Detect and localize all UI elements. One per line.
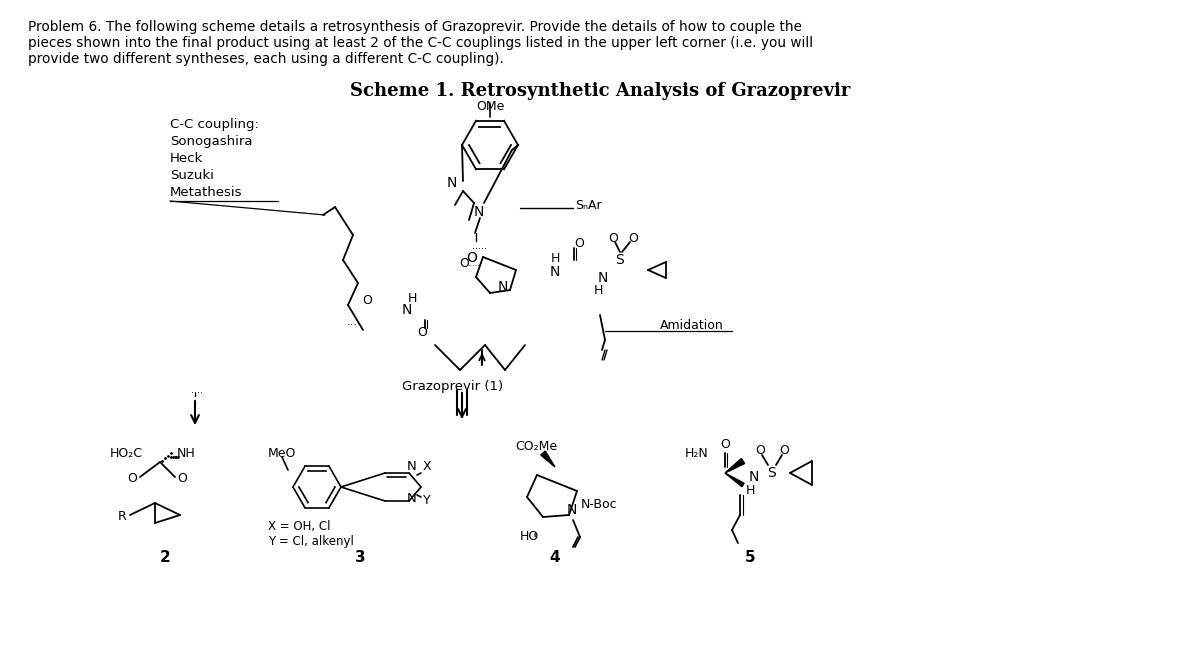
Text: S: S bbox=[616, 253, 624, 267]
Text: provide two different syntheses, each using a different C-C coupling).: provide two different syntheses, each us… bbox=[28, 52, 504, 66]
Text: 2: 2 bbox=[160, 550, 170, 565]
Text: Grazoprevir (1): Grazoprevir (1) bbox=[402, 380, 504, 393]
Text: 5: 5 bbox=[745, 550, 755, 565]
Text: N: N bbox=[749, 470, 760, 484]
Text: OMe: OMe bbox=[476, 100, 504, 113]
Text: Y: Y bbox=[424, 495, 431, 507]
Text: N-Boc: N-Boc bbox=[581, 499, 618, 511]
Text: N: N bbox=[566, 503, 577, 517]
Text: N: N bbox=[402, 303, 412, 317]
Text: O: O bbox=[574, 236, 584, 250]
Text: H₂N: H₂N bbox=[685, 447, 709, 460]
Polygon shape bbox=[725, 473, 744, 487]
Text: pieces shown into the final product using at least 2 of the C-C couplings listed: pieces shown into the final product usin… bbox=[28, 36, 814, 50]
Text: N: N bbox=[550, 265, 560, 279]
Text: C-C coupling:: C-C coupling: bbox=[170, 118, 259, 131]
Text: O: O bbox=[608, 232, 618, 244]
Text: HO: HO bbox=[520, 530, 539, 543]
Text: X: X bbox=[424, 461, 432, 473]
Text: H: H bbox=[593, 284, 602, 297]
Text: NH: NH bbox=[178, 447, 196, 460]
Text: Amidation: Amidation bbox=[660, 319, 724, 331]
Polygon shape bbox=[725, 459, 745, 473]
Text: O: O bbox=[127, 473, 137, 485]
Text: Scheme 1. Retrosynthetic Analysis of Grazoprevir: Scheme 1. Retrosynthetic Analysis of Gra… bbox=[350, 82, 850, 100]
Text: Suzuki: Suzuki bbox=[170, 169, 214, 182]
Text: N: N bbox=[598, 271, 608, 285]
Text: N: N bbox=[407, 461, 416, 473]
Text: N: N bbox=[474, 205, 484, 219]
Text: Problem 6. The following scheme details a retrosynthesis of Grazoprevir. Provide: Problem 6. The following scheme details … bbox=[28, 20, 802, 34]
Text: 3: 3 bbox=[355, 550, 365, 565]
Text: ': ' bbox=[533, 533, 538, 548]
Text: X = OH, Cl: X = OH, Cl bbox=[268, 520, 330, 533]
Polygon shape bbox=[541, 451, 554, 467]
Text: O: O bbox=[467, 251, 478, 265]
Text: S: S bbox=[768, 466, 776, 480]
Text: N: N bbox=[407, 493, 416, 505]
Text: N: N bbox=[446, 176, 457, 190]
Text: O: O bbox=[720, 438, 730, 452]
Text: H: H bbox=[407, 291, 416, 305]
Text: H: H bbox=[745, 485, 755, 497]
Text: Heck: Heck bbox=[170, 152, 203, 165]
Text: O: O bbox=[362, 293, 372, 307]
Text: MeO: MeO bbox=[268, 447, 296, 460]
Text: O: O bbox=[779, 444, 788, 457]
Text: 4: 4 bbox=[550, 550, 560, 565]
Text: N: N bbox=[498, 280, 508, 294]
Text: SₙAr: SₙAr bbox=[575, 199, 601, 212]
Text: Metathesis: Metathesis bbox=[170, 186, 242, 199]
Text: HO₂C: HO₂C bbox=[110, 447, 143, 460]
Text: Sonogashira: Sonogashira bbox=[170, 135, 252, 148]
Text: .....: ..... bbox=[472, 241, 487, 251]
Text: CO₂Me: CO₂Me bbox=[515, 440, 557, 453]
Text: ....: .... bbox=[191, 385, 203, 395]
Text: O: O bbox=[178, 473, 187, 485]
Text: R: R bbox=[118, 511, 126, 523]
Text: O: O bbox=[755, 444, 764, 457]
Text: .....: ..... bbox=[467, 258, 480, 268]
Text: O: O bbox=[418, 325, 427, 339]
Text: O: O bbox=[628, 232, 638, 244]
Text: ...: ... bbox=[347, 317, 358, 327]
Text: H: H bbox=[551, 252, 559, 264]
Text: O: O bbox=[460, 256, 469, 270]
Text: Y = Cl, alkenyl: Y = Cl, alkenyl bbox=[268, 535, 354, 548]
